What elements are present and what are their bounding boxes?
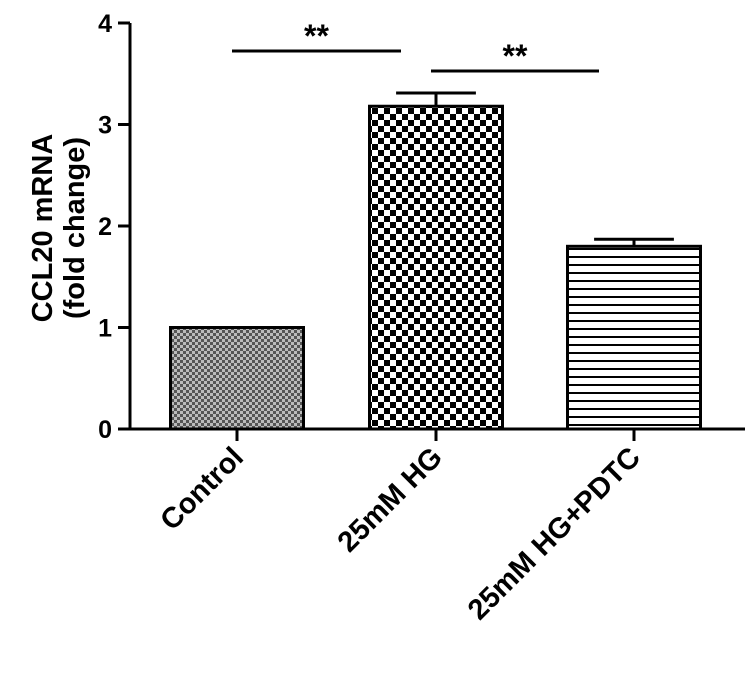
y-tick-label: 0 <box>98 416 112 444</box>
y-tick-label: 1 <box>98 315 112 343</box>
significance-label: ** <box>503 38 528 74</box>
y-axis-label-line1: CCL20 mRNA <box>27 134 59 323</box>
y-tick-label: 3 <box>98 112 112 140</box>
x-tick-label: 25mM HG+PDTC <box>462 441 647 626</box>
x-tick-label: Control <box>154 441 250 537</box>
bar-1 <box>169 326 305 431</box>
significance-label: ** <box>304 18 329 54</box>
bar-3 <box>566 244 702 431</box>
x-tick-label: 25mM HG <box>332 441 449 558</box>
bar-2 <box>368 104 504 431</box>
y-axis-label-line2: (fold change) <box>59 137 91 319</box>
y-tick-label: 2 <box>98 213 112 241</box>
y-tick-label: 4 <box>98 10 112 38</box>
